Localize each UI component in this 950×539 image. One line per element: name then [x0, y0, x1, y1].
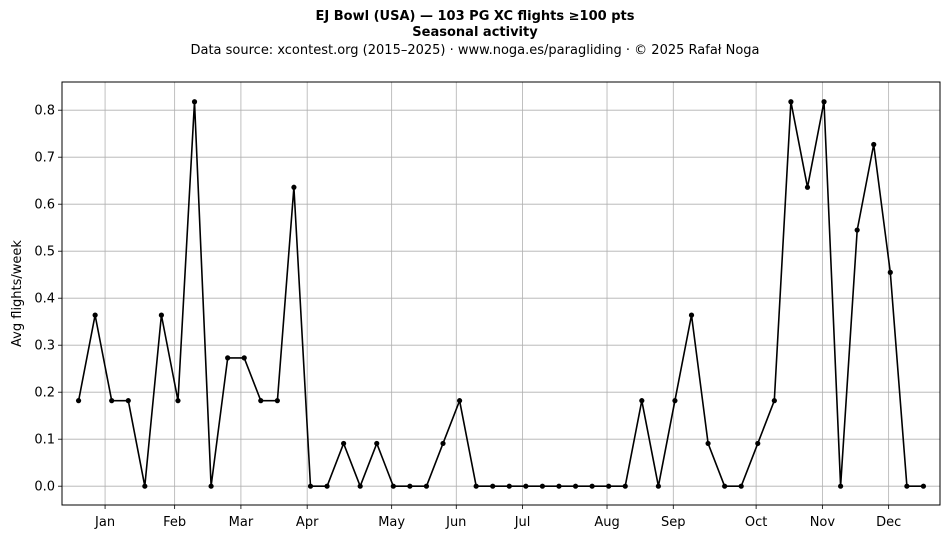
y-tick-label: 0.8 — [34, 104, 55, 119]
data-point — [109, 398, 115, 404]
series-line — [77, 100, 924, 488]
x-tick-label: Apr — [296, 515, 319, 530]
data-point — [705, 440, 711, 447]
data-point — [639, 398, 645, 404]
data-point — [854, 227, 860, 233]
x-tick-label: Mar — [229, 515, 254, 530]
x-tick-label: Sep — [661, 515, 686, 530]
data-point — [357, 483, 363, 489]
data-point — [688, 312, 695, 318]
data-point — [887, 269, 893, 275]
data-point — [324, 483, 330, 489]
x-tick-label: Jan — [94, 515, 115, 530]
x-tick-label: Nov — [810, 515, 836, 530]
data-point — [755, 440, 761, 447]
data-point — [125, 398, 131, 404]
data-point — [523, 483, 529, 489]
axis-ticks: 0.0 0.1 0.2 0.3 0.4 0.5 0.6 0.7 0.8 Jan Feb Mar Apr M… — [34, 104, 901, 530]
data-point — [341, 440, 347, 447]
data-point — [225, 355, 231, 361]
data-point — [738, 483, 744, 489]
y-tick-label: 0.4 — [34, 292, 55, 307]
plot-frame — [61, 81, 941, 506]
y-axis-label: Avg flights/week — [10, 240, 25, 347]
data-point — [473, 483, 479, 489]
data-point — [307, 483, 314, 489]
series-layer — [75, 99, 927, 489]
data-point — [291, 184, 297, 190]
data-point — [655, 483, 661, 489]
data-point — [722, 483, 728, 489]
data-point — [158, 312, 164, 318]
data-point — [606, 483, 612, 489]
data-point — [804, 184, 811, 190]
data-point — [208, 483, 214, 489]
data-point — [258, 398, 264, 404]
data-point — [622, 483, 628, 489]
data-point — [556, 483, 562, 489]
data-point — [374, 440, 380, 447]
data-point — [904, 483, 910, 489]
data-point — [191, 99, 198, 105]
y-tick-label: 0.6 — [34, 198, 55, 213]
chart-subtitle: Seasonal activity — [412, 25, 538, 40]
grid-lines — [62, 82, 940, 505]
chart-source: Data source: xcontest.org (2015–2025) · … — [190, 43, 760, 58]
chart-title: EJ Bowl (USA) — 103 PG XC flights ≥100 p… — [315, 9, 635, 24]
data-point — [456, 398, 463, 404]
chart-titles: EJ Bowl (USA) — 103 PG XC flights ≥100 p… — [0, 0, 950, 59]
data-point — [771, 398, 777, 404]
y-tick-label: 0.1 — [34, 433, 55, 448]
x-tick-label: Jul — [514, 515, 531, 530]
data-point — [821, 99, 827, 105]
x-tick-label: Oct — [745, 515, 767, 530]
data-point — [572, 483, 579, 489]
x-tick-label: May — [378, 515, 405, 530]
x-tick-label: Feb — [163, 515, 186, 530]
data-point — [539, 483, 546, 489]
data-point — [506, 483, 512, 489]
data-point — [407, 483, 413, 489]
data-point — [75, 398, 82, 404]
x-tick-label: Jun — [445, 515, 466, 530]
y-tick-label: 0.5 — [34, 245, 55, 260]
data-point — [920, 483, 927, 489]
data-point — [672, 398, 678, 404]
data-point — [788, 99, 794, 105]
data-point — [423, 483, 430, 489]
x-tick-label: Dec — [876, 515, 901, 530]
y-tick-label: 0.2 — [34, 386, 55, 401]
data-point — [92, 312, 98, 318]
data-point — [241, 355, 247, 361]
data-point — [871, 141, 877, 148]
data-point — [142, 483, 148, 489]
data-point — [490, 483, 496, 489]
data-point — [838, 483, 844, 489]
data-point — [589, 483, 595, 489]
x-tick-label: Aug — [594, 515, 619, 530]
data-point — [175, 398, 181, 404]
data-point — [390, 483, 396, 489]
y-tick-label: 0.3 — [34, 339, 55, 354]
data-point — [274, 398, 280, 404]
y-tick-label: 0.7 — [34, 151, 55, 166]
data-point — [440, 440, 446, 447]
y-tick-label: 0.0 — [34, 480, 55, 495]
